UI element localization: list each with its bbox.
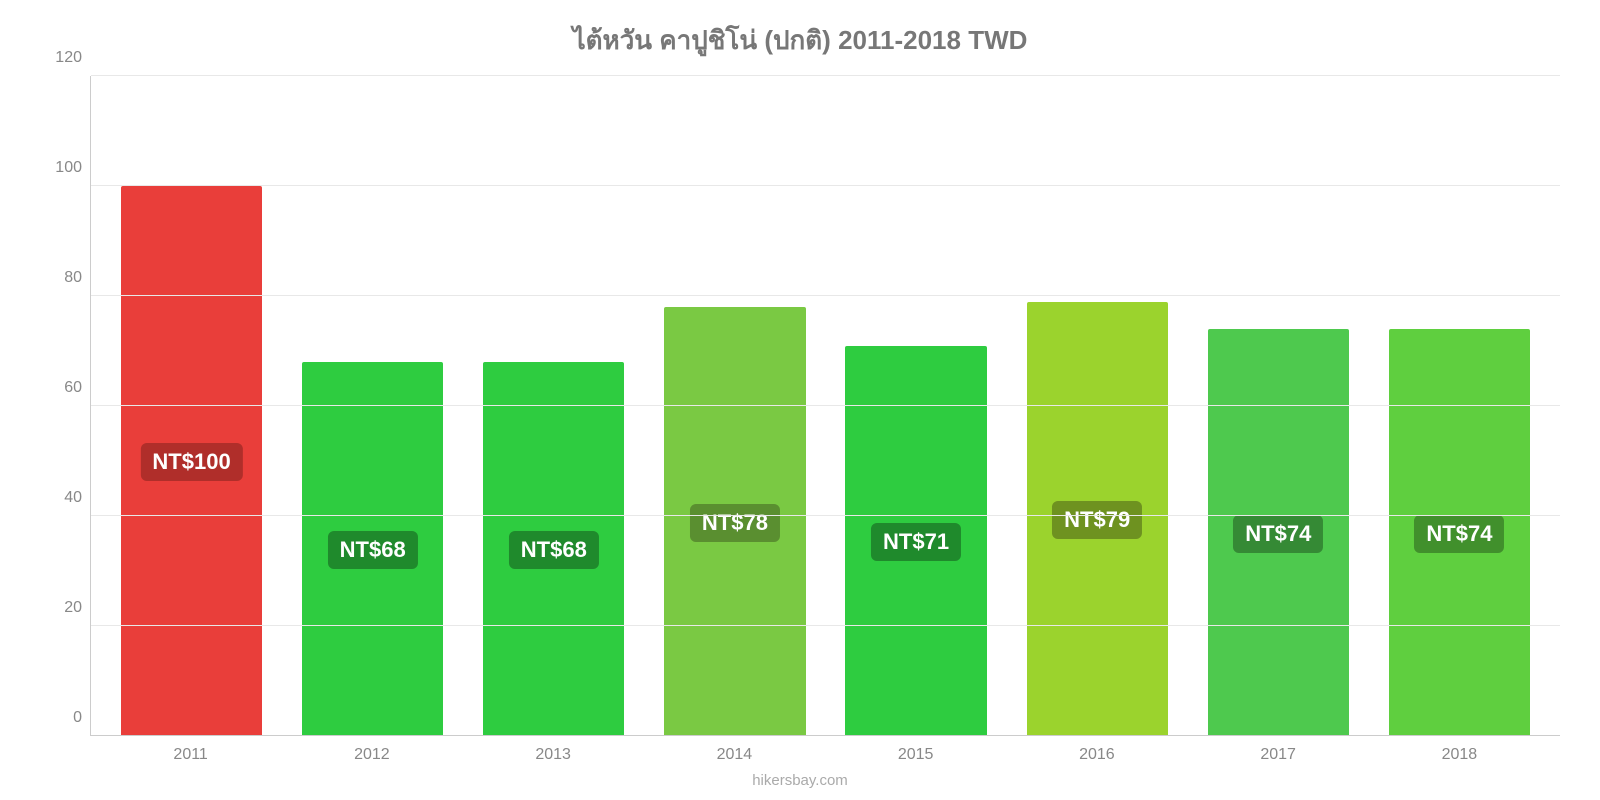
y-tick: 40 [64, 489, 82, 507]
bar-value-label: NT$74 [1233, 515, 1323, 553]
bar: NT$74 [1208, 329, 1349, 736]
x-tick: 2013 [463, 736, 644, 764]
bar-slot: NT$71 [826, 76, 1007, 736]
bar-value-label: NT$68 [328, 531, 418, 569]
bar: NT$100 [121, 186, 262, 736]
gridline [91, 625, 1560, 626]
y-tick: 100 [55, 159, 82, 177]
x-tick: 2018 [1369, 736, 1550, 764]
bar: NT$68 [483, 362, 624, 736]
chart-title: ไต้หวัน คาปูชิโน่ (ปกติ) 2011-2018 TWD [40, 20, 1560, 61]
bar-value-label: NT$68 [509, 531, 599, 569]
baseline [91, 735, 1560, 736]
y-tick: 0 [73, 709, 82, 727]
bar-slot: NT$68 [282, 76, 463, 736]
bar-value-label: NT$100 [140, 443, 242, 481]
gridline [91, 515, 1560, 516]
bar-slot: NT$68 [463, 76, 644, 736]
x-tick: 2017 [1188, 736, 1369, 764]
x-tick: 2012 [281, 736, 462, 764]
x-tick: 2014 [644, 736, 825, 764]
y-tick: 120 [55, 49, 82, 67]
gridline [91, 295, 1560, 296]
bar: NT$78 [664, 307, 805, 736]
bar-value-label: NT$78 [690, 504, 780, 542]
bar-slot: NT$79 [1007, 76, 1188, 736]
y-tick: 80 [64, 269, 82, 287]
bar-value-label: NT$71 [871, 523, 961, 561]
gridline [91, 185, 1560, 186]
gridline [91, 405, 1560, 406]
bar: NT$74 [1389, 329, 1530, 736]
bar-value-label: NT$74 [1414, 515, 1504, 553]
bars-wrapper: NT$100 NT$68 NT$68 NT$78 NT$71 NT$79 NT$74 NT$7… [91, 76, 1560, 736]
attribution: hikersbay.com [40, 772, 1560, 789]
x-tick: 2011 [100, 736, 281, 764]
y-tick: 20 [64, 599, 82, 617]
bar: NT$68 [302, 362, 443, 736]
bar-slot: NT$100 [101, 76, 282, 736]
x-tick: 2015 [825, 736, 1006, 764]
y-axis: 020406080100120 [40, 76, 90, 736]
bar-value-label: NT$79 [1052, 501, 1142, 539]
chart-container: 020406080100120 NT$100NT$68NT$68NT$78NT$… [40, 76, 1560, 736]
gridline [91, 75, 1560, 76]
plot-area: NT$100 NT$68 NT$68 NT$78 NT$71 NT$79 NT$74 NT$7… [90, 76, 1560, 736]
bar-slot: NT$78 [644, 76, 825, 736]
x-tick: 2016 [1006, 736, 1187, 764]
bar: NT$79 [1027, 302, 1168, 737]
bar-slot: NT$74 [1369, 76, 1550, 736]
y-tick: 60 [64, 379, 82, 397]
bar-slot: NT$74 [1188, 76, 1369, 736]
x-axis: 20112012201320142015201620172018 [90, 736, 1560, 764]
